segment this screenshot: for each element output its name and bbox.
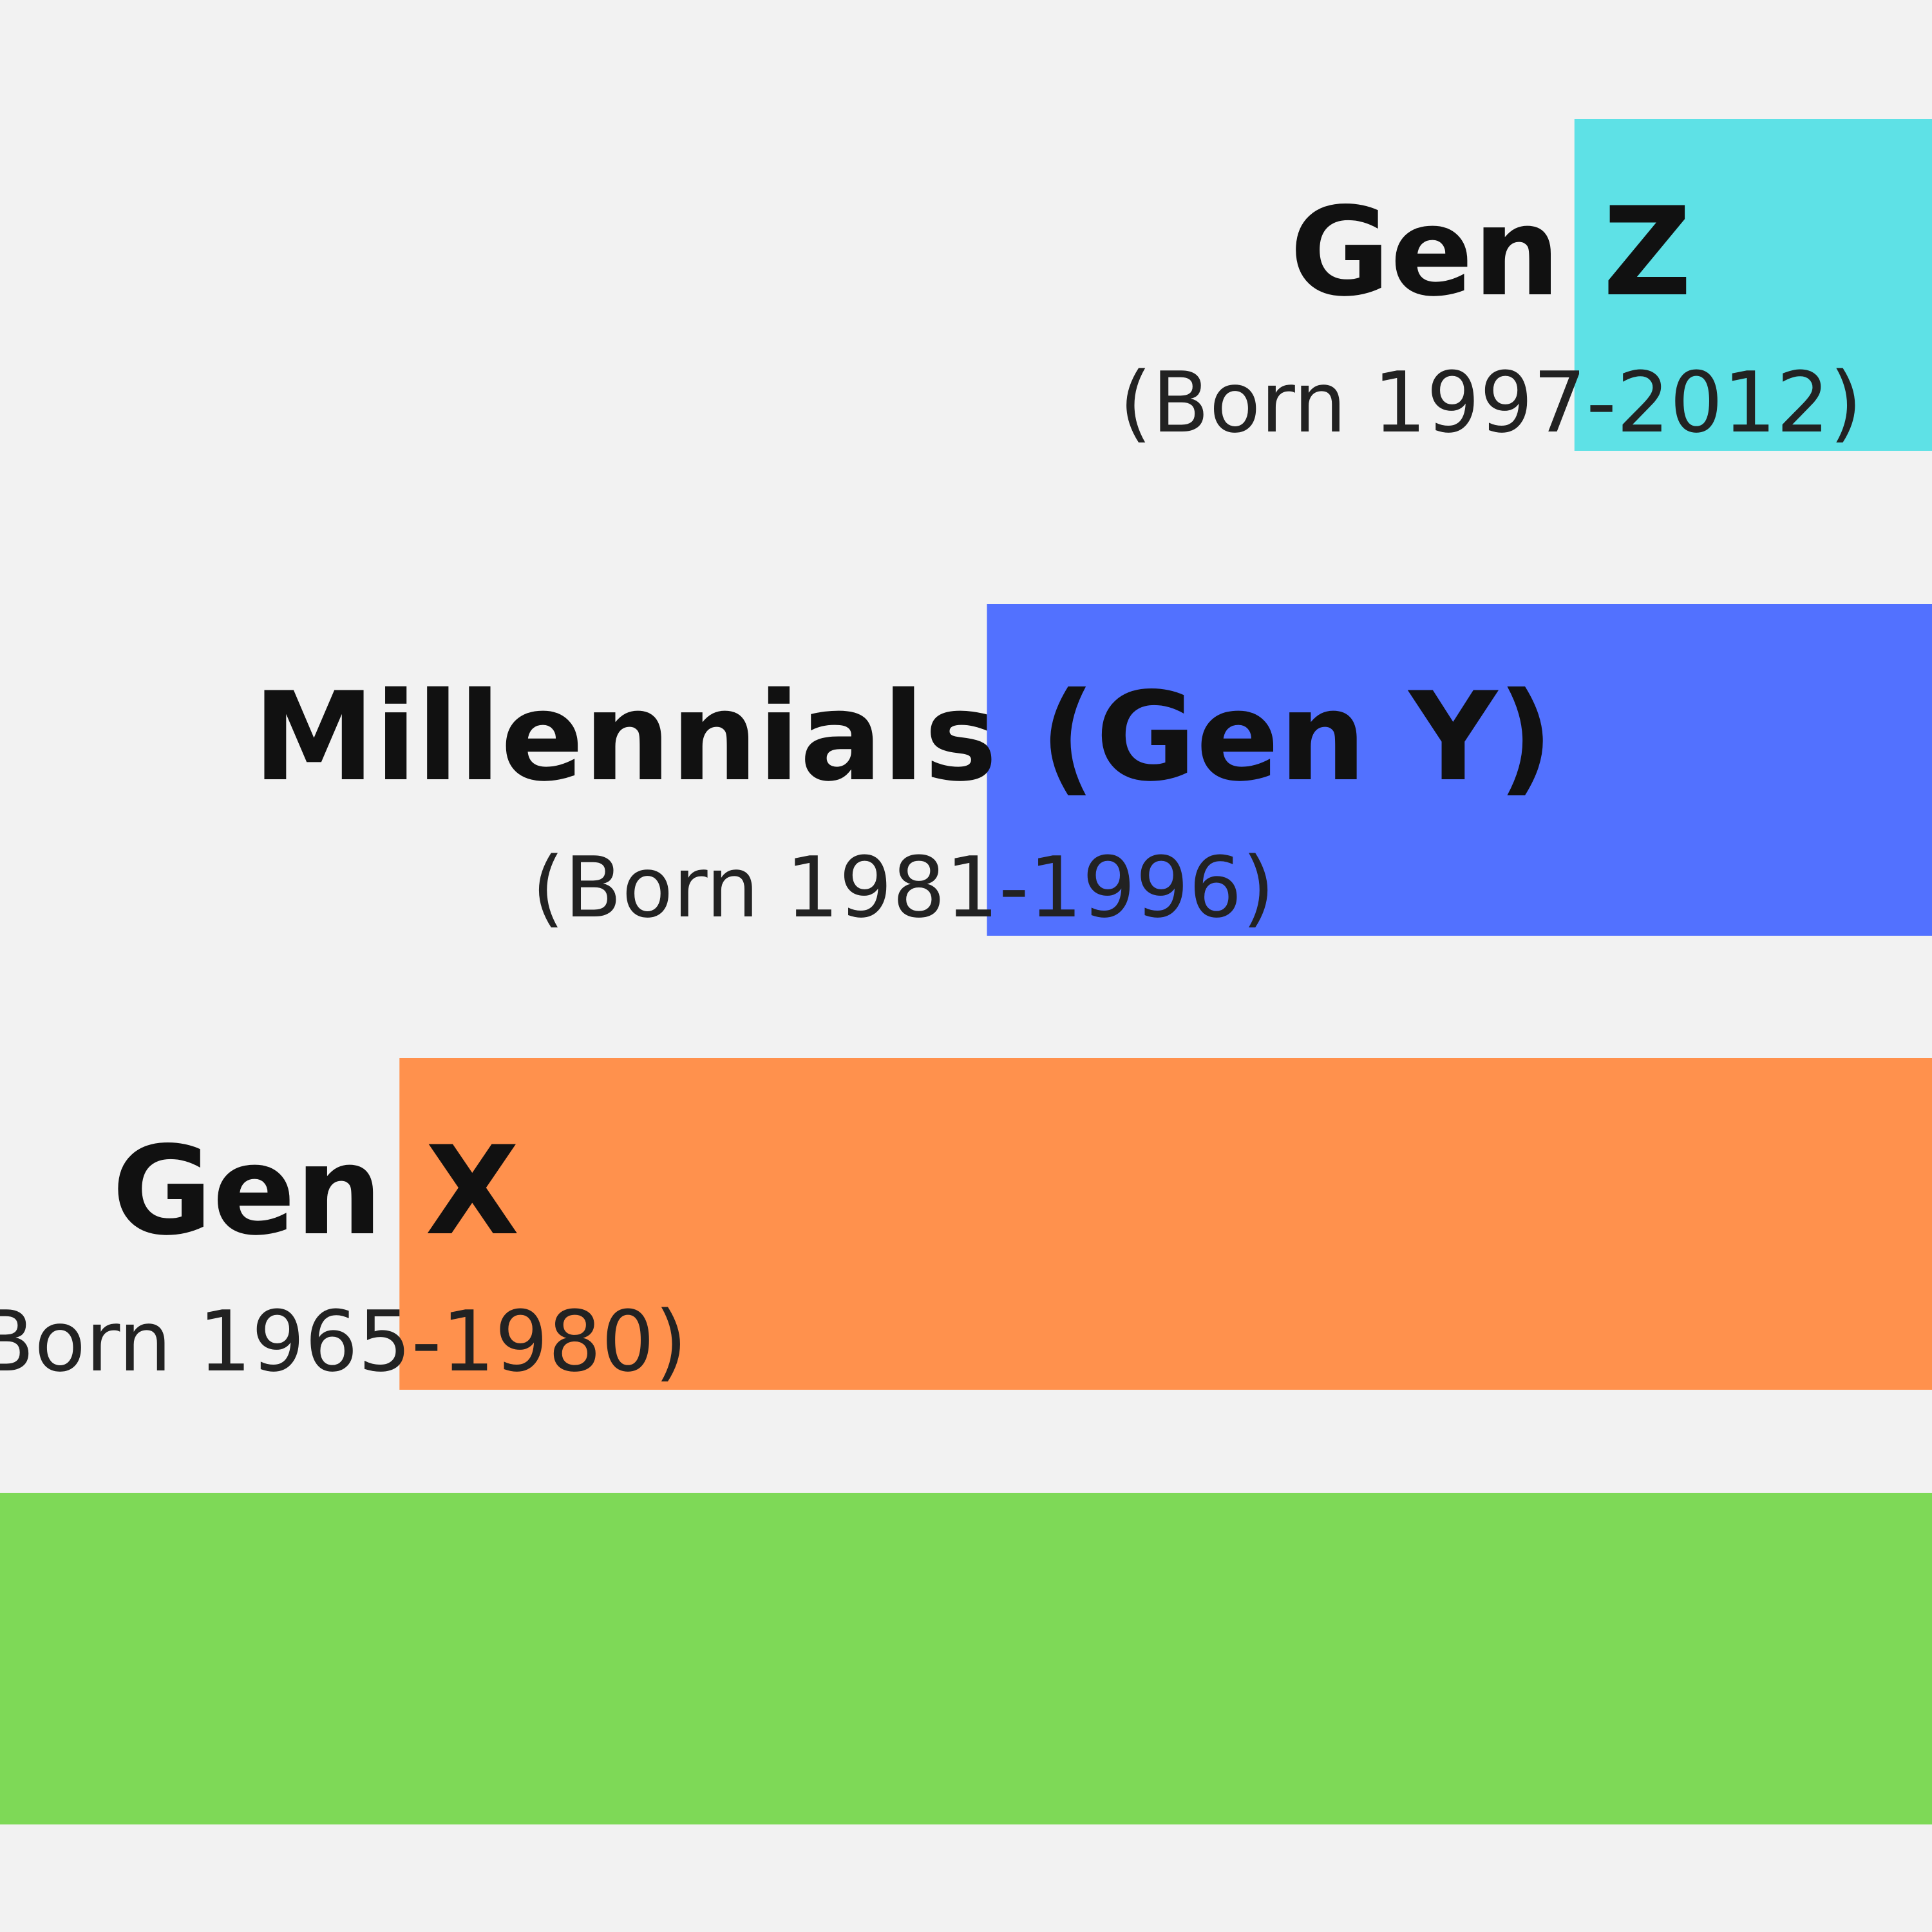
- bar-2: [399, 1058, 1932, 1390]
- category-years-2: (Born 1965-1980): [0, 1293, 687, 1390]
- bar-3: [0, 1493, 1932, 1824]
- category-label-1: Millennials (Gen Y): [253, 666, 1553, 808]
- bar-1: [987, 604, 1932, 936]
- category-label-0: Gen Z: [1290, 181, 1692, 323]
- category-years-0: (Born 1997-2012): [1119, 354, 1862, 451]
- category-label-2: Gen X: [112, 1120, 520, 1262]
- bar-0: [1574, 119, 1932, 451]
- category-years-1: (Born 1981-1996): [532, 838, 1275, 936]
